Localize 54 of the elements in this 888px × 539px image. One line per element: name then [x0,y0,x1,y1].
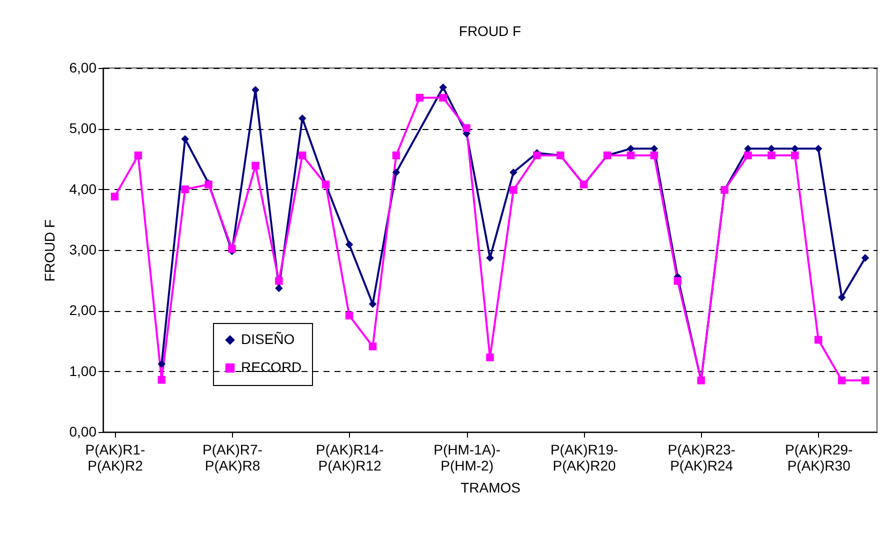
point [345,240,354,248]
x-tick-label: P(AK)R14- P(AK)R12 [316,442,384,474]
point [110,192,119,200]
x-axis-title: TRAMOS [460,480,520,496]
point [510,186,518,194]
point [861,376,870,384]
point [252,162,260,170]
point [533,151,541,160]
point [650,151,658,160]
point [181,185,189,194]
point [838,376,846,384]
y-axis-title: FROUD F [41,219,58,282]
point [368,342,377,350]
point [228,244,236,253]
point [158,376,166,384]
point [744,151,752,160]
point [439,84,447,92]
point [838,293,846,302]
point [392,151,400,160]
x-tick-label: P(AK)R29- P(AK)R30 [785,442,854,474]
x-tick-label: P(AK)R23- P(AK)R24 [668,442,736,474]
y-tick-label: 2,00 [69,302,97,318]
point [298,151,306,160]
point [861,254,870,262]
point [486,354,494,362]
point [416,94,424,102]
point [345,312,354,320]
y-tick-label: 0,00 [69,424,97,440]
point [134,151,142,160]
point [439,94,447,102]
y-tick-label: 4,00 [69,180,97,197]
y-tick-label: 3,00 [69,242,97,258]
point [674,277,682,285]
x-tick-label: P(HM-1A)- P(HM-2) [434,442,501,474]
point [814,336,822,344]
point [626,151,635,160]
legend-label: DISEÑO [241,331,295,347]
point [791,151,799,160]
chart-title: FROUD F [458,23,522,39]
y-tick-label: 1,00 [69,362,97,379]
point [462,124,470,132]
y-tick-label: 5,00 [69,120,97,136]
point [768,151,776,160]
y-tick-label: 6,00 [69,60,97,76]
x-tick-label: P(AK)R7- P(AK)R8 [202,442,263,474]
point [252,86,260,94]
point [158,360,166,368]
x-tick-label: P(AK)R1- P(AK)R2 [85,442,146,474]
point [392,168,400,176]
x-tick-label: P(AK)R19- P(AK)R20 [550,442,618,474]
point [275,277,283,285]
point [510,168,518,176]
point [814,144,822,153]
point [181,135,189,143]
